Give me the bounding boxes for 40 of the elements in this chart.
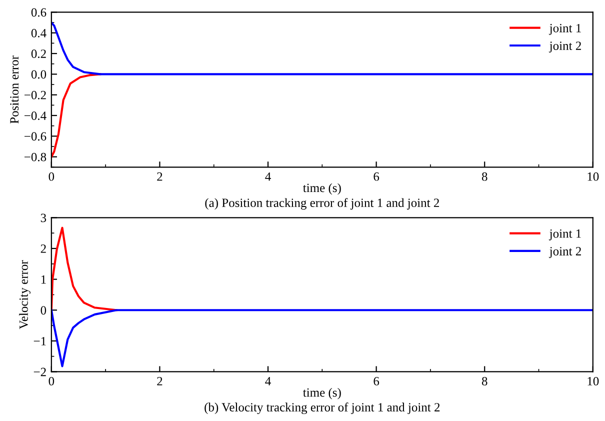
y-axis-title: Position error [10, 56, 19, 124]
x-tick-label: 4 [265, 172, 271, 181]
line-series [51, 309, 593, 368]
x-tick-label: 2 [157, 172, 162, 181]
x-tick-label: 10 [588, 376, 599, 386]
x-tick-label: 8 [482, 172, 488, 181]
x-tick-label: 8 [482, 376, 488, 386]
y-tick-label: 0 [40, 306, 46, 315]
legend-label: joint 1 [549, 24, 581, 35]
legend-label: joint 2 [549, 247, 581, 258]
x-axis-title: time (s) [303, 183, 341, 195]
y-tick-label: −0.6 [24, 132, 46, 141]
x-tick-label: 0 [48, 376, 54, 386]
y-tick-label: −2 [34, 368, 46, 376]
y-tick-label: 0.0 [31, 70, 46, 79]
text: (b) Velocity tracking error of joint 1 and joint 2 [204, 402, 440, 414]
x-tick-label: 6 [374, 377, 380, 386]
legend-label: joint 2 [549, 42, 581, 53]
y-tick-label: 3 [40, 214, 46, 222]
line-series [51, 226, 118, 312]
y-tick-label: 0.6 [31, 8, 46, 17]
y-tick-label: −0.4 [24, 112, 46, 120]
y-tick-label: 0.4 [31, 28, 46, 38]
line-series [51, 73, 102, 158]
x-tick-label: 0 [48, 172, 54, 181]
y-tick-label: 0.2 [31, 50, 46, 58]
x-tick-label: 4 [265, 377, 271, 386]
x-tick-label: 6 [374, 172, 380, 181]
text: (a) Position tracking error of joint 1 and joint 2 [205, 198, 439, 210]
y-tick-label: −0.8 [24, 152, 46, 162]
y-tick-label: 1 [41, 275, 46, 284]
y-tick-label: 2 [40, 244, 46, 253]
x-tick-label: 2 [157, 377, 162, 386]
y-axis-title: Velocity error [19, 260, 30, 330]
line-series [51, 21, 593, 76]
x-tick-label: 10 [588, 172, 599, 181]
legend-label: joint 1 [549, 229, 581, 240]
y-tick-label: −1 [34, 337, 46, 346]
x-axis-title: time (s) [303, 388, 341, 400]
y-tick-label: −0.2 [24, 90, 46, 100]
